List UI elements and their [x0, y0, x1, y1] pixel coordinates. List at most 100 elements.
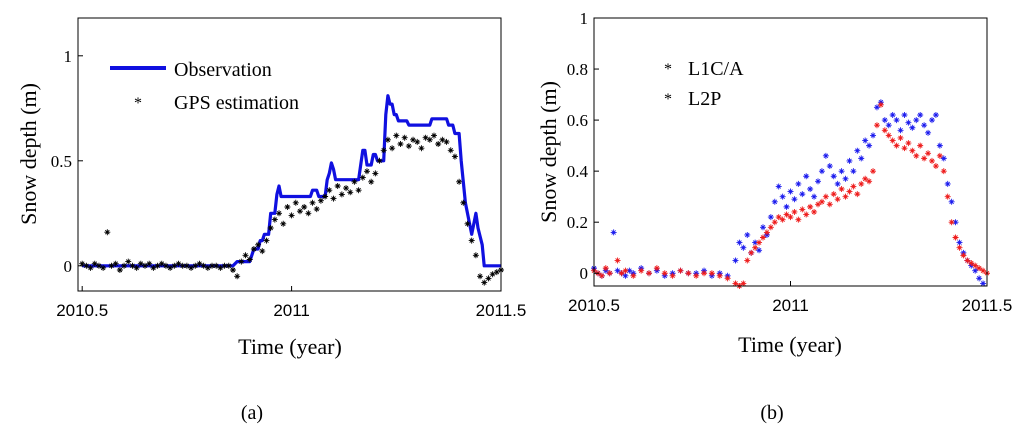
- data-point-gps-estimation: [217, 264, 224, 271]
- data-point-l2p: [952, 234, 959, 241]
- data-point-gps-estimation: [171, 262, 178, 269]
- data-point-gps-estimation: [188, 264, 195, 271]
- data-point-l2p: [767, 224, 774, 231]
- data-point-l2p: [870, 168, 877, 175]
- data-point-l2p: [826, 201, 833, 208]
- data-point-gps-estimation: [305, 210, 312, 217]
- panel-a-x-tick-label: 2011: [273, 301, 310, 320]
- data-point-l1c-a: [909, 124, 916, 131]
- data-point-gps-estimation: [213, 262, 220, 269]
- data-point-gps-estimation: [347, 189, 354, 196]
- data-point-gps-estimation: [179, 262, 186, 269]
- data-point-l1c-a: [822, 152, 829, 159]
- panel-a-data-layer: [79, 94, 504, 286]
- data-point-l2p: [708, 270, 715, 277]
- data-point-l1c-a: [917, 111, 924, 118]
- data-point-gps-estimation: [288, 212, 295, 219]
- data-point-gps-estimation: [112, 260, 119, 267]
- legend-gps-estimation-marker: *: [134, 95, 142, 112]
- data-point-l2p: [759, 234, 766, 241]
- data-point-gps-estimation: [334, 183, 341, 189]
- data-point-l2p: [622, 267, 629, 274]
- data-point-gps-estimation: [238, 258, 245, 265]
- panel-a-x-tick-label: 2011.5: [476, 301, 527, 320]
- data-point-gps-estimation: [355, 187, 362, 194]
- data-point-l2p: [968, 260, 975, 267]
- data-point-l2p: [799, 206, 806, 213]
- data-point-l1c-a: [873, 104, 880, 111]
- data-point-gps-estimation: [380, 147, 387, 154]
- data-point-l2p: [901, 145, 908, 152]
- data-point-l2p: [646, 270, 653, 277]
- data-point-l2p: [881, 127, 888, 134]
- data-point-l2p: [618, 270, 625, 277]
- data-point-gps-estimation: [435, 141, 442, 147]
- data-point-gps-estimation: [276, 210, 283, 217]
- data-point-l2p: [964, 257, 971, 264]
- panel-a: 2010.5 2011 2011.5 0 0.5 1 Snow depth (m) Tim…: [16, 17, 527, 424]
- data-point-l2p: [932, 163, 939, 170]
- panel-b-ticks: 2010.5 2011 2011.5 0 0.2 0.4 0.6 0.8 1: [567, 9, 1013, 315]
- data-point-l2p: [909, 147, 916, 154]
- data-point-l1c-a: [740, 244, 747, 251]
- data-point-l1c-a: [858, 155, 865, 162]
- data-point-gps-estimation: [464, 220, 471, 227]
- data-point-gps-estimation: [154, 262, 161, 269]
- data-point-l1c-a: [850, 168, 857, 175]
- panel-b-y-axis-label: Snow depth (m): [536, 81, 561, 223]
- data-point-l2p: [846, 188, 853, 195]
- data-point-gps-estimation: [422, 134, 429, 141]
- data-point-gps-estimation: [108, 262, 115, 269]
- data-point-gps-estimation: [221, 262, 228, 269]
- data-point-l2p: [811, 208, 818, 215]
- data-point-l2p: [724, 275, 731, 282]
- data-point-gps-estimation: [121, 262, 128, 269]
- data-point-l2p: [701, 270, 708, 277]
- data-point-l1c-a: [736, 239, 743, 246]
- data-point-gps-estimation: [313, 206, 320, 213]
- data-point-l1c-a: [846, 157, 853, 164]
- data-point-gps-estimation: [343, 185, 350, 192]
- data-point-l2p: [936, 152, 943, 159]
- data-point-l2p: [838, 186, 845, 193]
- data-point-gps-estimation: [393, 132, 400, 139]
- panel-b-data-layer: [591, 99, 990, 289]
- data-point-l1c-a: [866, 142, 873, 149]
- data-point-gps-estimation: [183, 262, 190, 269]
- data-point-gps-estimation: [426, 136, 433, 143]
- data-point-l2p: [787, 214, 794, 221]
- data-point-l2p: [685, 270, 692, 277]
- data-point-gps-estimation: [91, 260, 98, 267]
- data-point-gps-estimation: [280, 220, 287, 227]
- data-point-gps-estimation: [250, 246, 257, 252]
- data-point-l2p: [740, 280, 747, 287]
- data-point-l1c-a: [811, 193, 818, 200]
- legend-l2p-label: L2P: [688, 88, 721, 110]
- panel-b-legend: * L1C/A * L2P: [664, 58, 744, 110]
- data-point-l2p: [602, 265, 609, 272]
- data-point-l2p: [815, 201, 822, 208]
- data-point-gps-estimation: [234, 273, 241, 280]
- data-point-l2p: [956, 244, 963, 251]
- data-point-l2p: [716, 272, 723, 279]
- data-point-gps-estimation: [229, 267, 236, 273]
- panel-b-y-tick-label: 0.4: [567, 162, 589, 181]
- legend-gps-estimation-label: GPS estimation: [174, 92, 299, 114]
- data-point-gps-estimation: [125, 258, 132, 265]
- data-point-l1c-a: [885, 122, 892, 129]
- data-point-l2p: [630, 272, 637, 279]
- data-point-l1c-a: [622, 272, 629, 279]
- data-point-l2p: [893, 142, 900, 149]
- data-point-l1c-a: [799, 191, 806, 198]
- panel-a-plot-frame: [77, 17, 502, 292]
- data-point-l1c-a: [897, 127, 904, 134]
- data-point-gps-estimation: [142, 262, 149, 269]
- data-point-gps-estimation: [242, 252, 249, 259]
- data-point-l1c-a: [818, 168, 825, 175]
- data-point-gps-estimation: [292, 199, 299, 206]
- data-point-l2p: [944, 193, 951, 200]
- legend-l1ca-marker: *: [664, 61, 672, 78]
- panel-b-x-tick-label: 2011.5: [962, 296, 1013, 315]
- data-point-l2p: [858, 180, 865, 187]
- data-point-l2p: [948, 219, 955, 226]
